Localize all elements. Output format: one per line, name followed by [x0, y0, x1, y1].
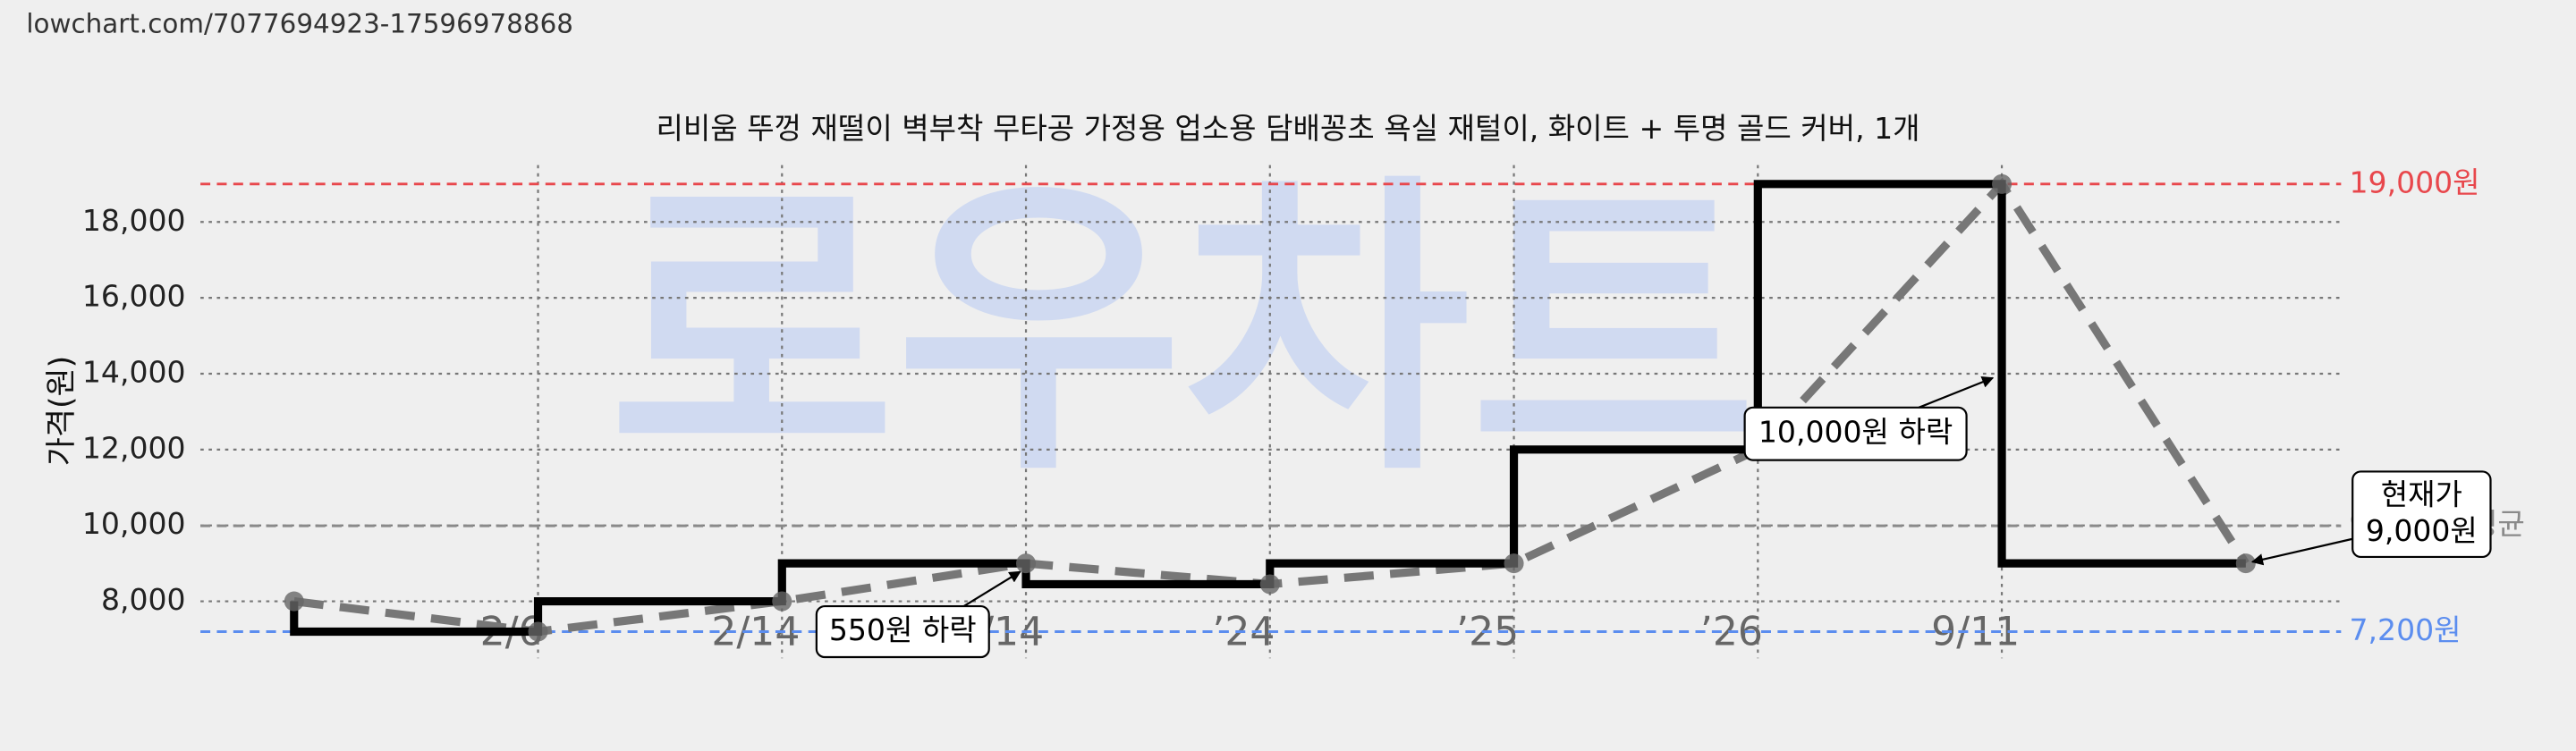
point-marker [284, 591, 304, 612]
reference-label: 19,000원 [2350, 165, 2480, 199]
point-marker [2235, 553, 2256, 574]
annotation-text: 현재가 [2381, 477, 2462, 512]
annotation-text: 10,000원 하락 [1758, 415, 1953, 450]
point-marker [1016, 553, 1037, 574]
point-marker [1259, 574, 1280, 595]
point-marker [528, 621, 548, 642]
point-marker [1504, 553, 1524, 574]
url: lowchart.com/7077694923-17596978868 [26, 8, 573, 38]
annotation-box [815, 604, 990, 659]
annotation-text: 9,000원 [2366, 513, 2478, 548]
annotation-box [1743, 406, 1968, 461]
point-marker [1992, 173, 2012, 194]
point-marker [772, 591, 792, 612]
y-tick-label: 8,000 [101, 582, 186, 617]
annotation-box [2351, 470, 2492, 559]
reference-label: 7,200원 [2350, 612, 2462, 647]
y-tick-label: 10,000 [82, 506, 186, 541]
x-tick-label: 2/14 [711, 609, 800, 654]
annotation-text: 550원 하락 [829, 612, 977, 647]
annotation-arrow [1918, 376, 1995, 409]
y-axis-label: 가격(원) [44, 356, 80, 466]
y-tick-label: 18,000 [82, 203, 186, 238]
watermark: 로우차트 [608, 150, 1757, 513]
annotation-arrow [960, 570, 1021, 609]
y-tick-label: 12,000 [82, 430, 186, 465]
y-tick-label: 14,000 [82, 354, 186, 389]
y-tick-label: 16,000 [82, 279, 186, 314]
chart-title: 리비움 뚜껑 재떨이 벽부착 무타공 가정용 업소용 담배꽁초 욕실 재털이, … [656, 111, 1919, 146]
annotation-arrow [2250, 537, 2353, 566]
